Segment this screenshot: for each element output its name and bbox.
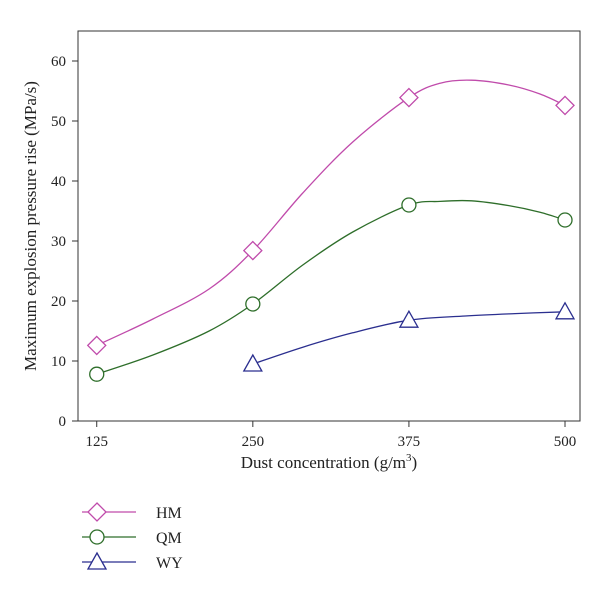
x-tick-label: 500: [554, 434, 577, 450]
series-wy: [242, 301, 576, 372]
y-tick-label: 50: [51, 114, 66, 130]
series-line-qm: [96, 199, 566, 375]
legend-item-wy: WY: [82, 551, 183, 572]
legend-label: QM: [156, 530, 182, 547]
legend-item-qm: QM: [82, 529, 182, 547]
x-tick-label: 250: [242, 434, 265, 450]
legend-marker: [89, 529, 105, 545]
data-point-wy: [398, 309, 420, 328]
y-tick-label: 30: [51, 234, 66, 250]
y-axis-ticks: 0 10 20 30 40 50 60: [51, 54, 78, 430]
series-layer: [86, 79, 576, 382]
legend-marker: [86, 551, 108, 570]
y-tick-label: 40: [51, 174, 66, 190]
legend: HM QM WY: [82, 502, 183, 572]
data-point-qm: [557, 212, 573, 228]
data-point-wy: [242, 353, 263, 372]
data-point-qm: [401, 197, 417, 213]
legend-label: HM: [156, 505, 182, 522]
legend-label: WY: [156, 555, 183, 572]
series-line-hm: [96, 79, 566, 346]
legend-item-hm: HM: [82, 502, 182, 522]
x-axis-title: Dust concentration (g/m3): [241, 452, 417, 472]
y-tick-label: 20: [51, 294, 66, 310]
data-point-qm: [89, 366, 105, 382]
legend-marker: [87, 502, 107, 522]
x-tick-label: 375: [398, 434, 421, 450]
data-point-hm: [555, 95, 575, 116]
data-point-qm: [245, 296, 261, 312]
y-tick-label: 0: [59, 414, 67, 430]
data-point-hm: [399, 87, 419, 108]
x-tick-label: 125: [85, 434, 108, 450]
data-point-hm: [86, 335, 107, 356]
x-axis-ticks: 125 250 375 500: [85, 421, 576, 450]
plot-frame: [77, 30, 581, 422]
data-point-wy: [554, 301, 576, 320]
y-axis-title: Maximum explosion pressure rise (MPa/s): [21, 81, 40, 371]
y-tick-label: 60: [51, 54, 66, 70]
y-tick-label: 10: [51, 354, 66, 370]
series-hm: [86, 79, 575, 356]
data-point-hm: [242, 240, 263, 261]
series-qm: [89, 197, 573, 382]
